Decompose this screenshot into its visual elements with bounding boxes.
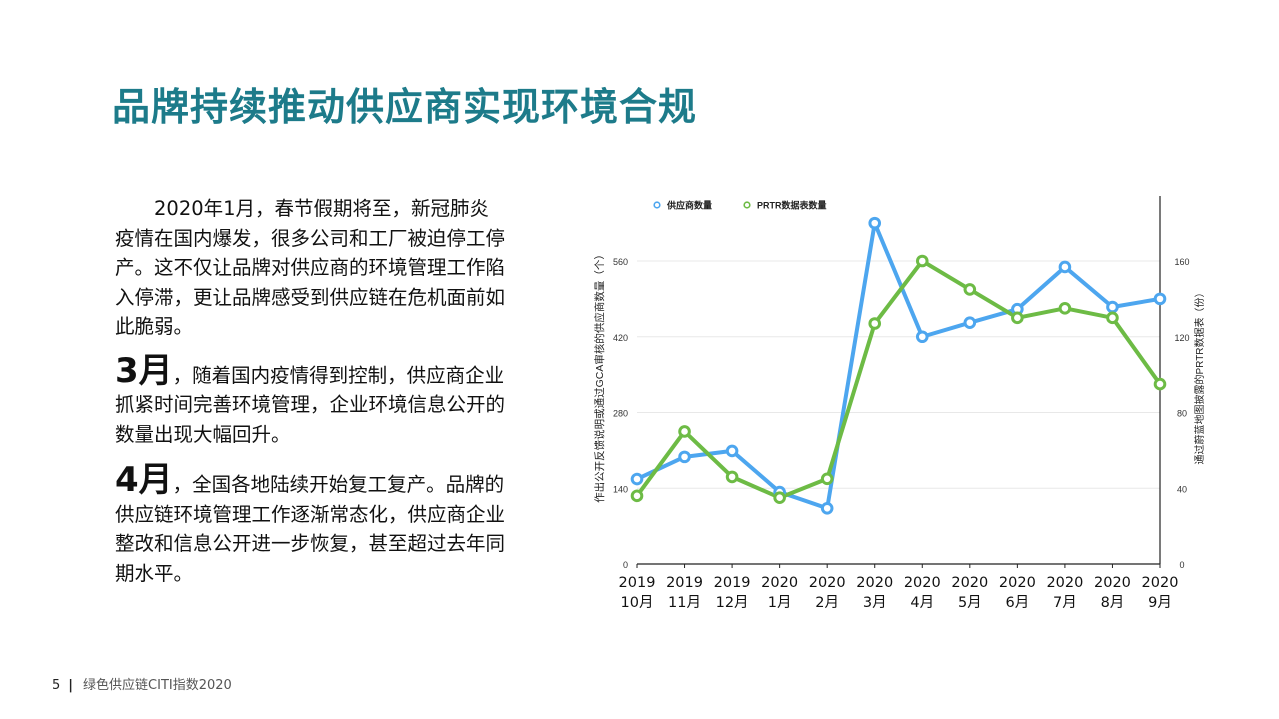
- y-tick-left: 0: [623, 560, 628, 570]
- legend-label: 供应商数量: [666, 200, 712, 211]
- page-footer: 5 | 绿色供应链CITI指数2020: [52, 674, 232, 693]
- data-point-marker: [773, 485, 786, 499]
- y-tick-right: 120: [1174, 333, 1189, 343]
- data-point-marker: [725, 470, 739, 484]
- x-tick-label: 2020 6月: [998, 575, 1036, 611]
- x-tick-label: 2019 10月: [618, 575, 656, 611]
- data-point-marker: [1058, 260, 1072, 274]
- x-tick-label: 2019 11月: [666, 575, 703, 611]
- paragraph-april-body: ，全国各地陆续开始复工复产。品牌的供应链环境管理工作逐渐常态化，供应商企业整改和…: [115, 473, 506, 585]
- y-tick-right: 40: [1177, 484, 1187, 494]
- y-tick-right: 160: [1174, 257, 1189, 267]
- data-point-marker: [963, 283, 977, 296]
- series-line: [635, 259, 1162, 500]
- series-line: [636, 221, 1161, 511]
- data-point-marker: [963, 316, 977, 329]
- publication-name: 绿色供应链CITI指数2020: [83, 678, 232, 693]
- y-axis-title-left: 作出公开反馈说明或通过GCA审核的供应商数量（个）: [593, 249, 606, 503]
- data-point-marker: [915, 254, 929, 268]
- data-point-marker: [678, 425, 691, 438]
- x-tick-label: 2020 4月: [903, 575, 941, 611]
- data-point-marker: [1153, 292, 1167, 306]
- data-point-marker: [1011, 311, 1024, 325]
- legend-marker-icon: [743, 201, 751, 209]
- paragraph-january: 2020年1月，春节假期将至，新冠肺炎疫情在国内爆发，很多公司和工厂被迫停工停产…: [115, 197, 506, 338]
- data-point-marker: [915, 330, 929, 344]
- paragraph-march-body: ，随着国内疫情得到控制，供应商企业抓紧时间完善环境管理，企业环境信息公开的数量出…: [115, 363, 506, 446]
- legend-label: PRTR数据表数量: [757, 200, 827, 211]
- data-point-marker: [1058, 302, 1072, 315]
- x-tick-label: 2020 2月: [808, 575, 846, 611]
- x-tick-label: 2020 3月: [856, 575, 894, 611]
- y-tick-right: 0: [1179, 560, 1184, 570]
- y-axis-title-right: 通过蔚蓝地图披露的PRTR数据表（份）: [1193, 287, 1206, 464]
- y-tick-left: 420: [613, 333, 628, 343]
- data-point-marker: [820, 472, 834, 486]
- x-tick-label: 2020 5月: [951, 575, 989, 611]
- data-point-marker: [678, 450, 691, 464]
- month-heading-april: 4月: [115, 460, 173, 500]
- data-point-marker: [1106, 311, 1119, 325]
- paragraph-april: 4月，全国各地陆续开始复工复产。品牌的供应链环境管理工作逐渐常态化，供应商企业整…: [115, 463, 507, 588]
- data-point-marker: [1106, 300, 1119, 314]
- data-point-marker: [725, 444, 739, 458]
- data-point-marker: [868, 317, 882, 330]
- x-tick-label: 2020 7月: [1046, 575, 1084, 611]
- data-point-marker: [820, 501, 834, 515]
- data-point-marker: [773, 491, 786, 505]
- y-tick-left: 280: [613, 409, 628, 419]
- data-point-marker: [868, 216, 882, 230]
- narrative-text: 2020年1月，春节假期将至，新冠肺炎疫情在国内爆发，很多公司和工厂被迫停工停产…: [115, 194, 507, 602]
- x-tick-label: 2020 1月: [761, 575, 799, 611]
- data-point-marker: [1153, 377, 1167, 391]
- x-tick-label: 2020 9月: [1141, 575, 1179, 611]
- month-heading-march: 3月: [115, 350, 173, 391]
- data-point-marker: [630, 489, 644, 503]
- data-point-marker: [630, 472, 644, 486]
- x-tick-label: 2020 8月: [1094, 575, 1131, 611]
- page-title: 品牌持续推动供应商实现环境合规: [112, 85, 698, 129]
- y-tick-right: 80: [1177, 409, 1187, 419]
- footer-separator: |: [68, 678, 74, 693]
- data-point-marker: [1011, 302, 1024, 316]
- legend-marker-icon: [653, 201, 661, 209]
- paragraph-march: 3月，随着国内疫情得到控制，供应商企业抓紧时间完善环境管理，企业环境信息公开的数…: [115, 354, 507, 450]
- y-tick-left: 560: [613, 257, 628, 267]
- page-number: 5: [52, 678, 61, 693]
- y-tick-left: 140: [613, 484, 628, 494]
- x-tick-label: 2019 12月: [713, 575, 751, 611]
